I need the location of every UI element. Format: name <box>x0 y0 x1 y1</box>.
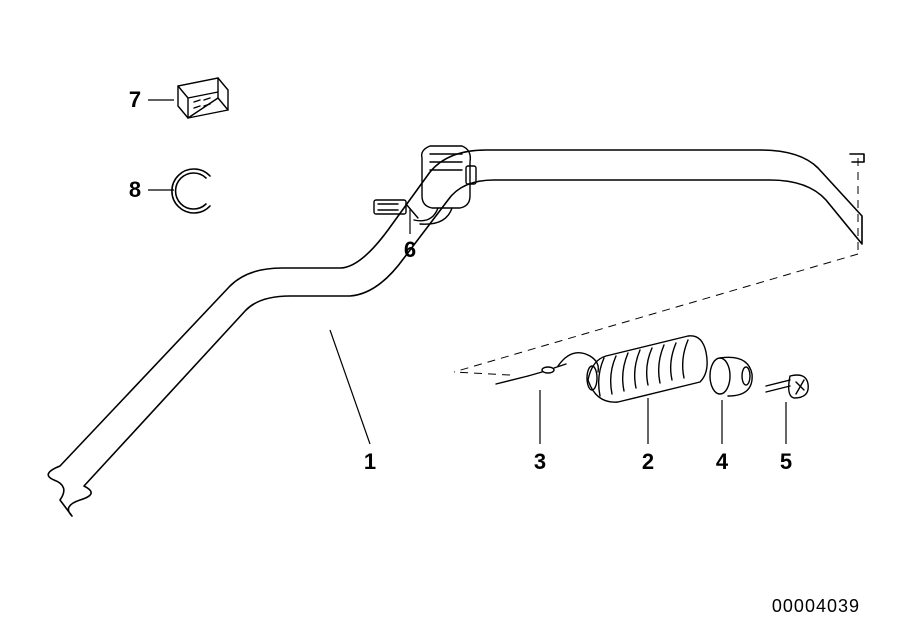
callout-7: 7 <box>129 87 141 113</box>
part-6-switch <box>374 146 476 224</box>
leader-line <box>330 330 370 444</box>
part-5-screw <box>766 375 808 398</box>
dash-line <box>454 372 510 375</box>
handlebar-slot <box>850 154 864 162</box>
callout-3: 3 <box>534 449 546 475</box>
part-4-grommet <box>710 357 752 396</box>
callout-8: 8 <box>129 177 141 203</box>
dash-line <box>454 254 858 372</box>
callout-4: 4 <box>716 449 728 475</box>
callout-2: 2 <box>642 449 654 475</box>
part-8-clip <box>172 169 210 213</box>
part-7-connector <box>178 78 228 118</box>
part-3-pin <box>496 353 598 384</box>
construction-lines <box>454 158 858 375</box>
callout-6: 6 <box>404 237 416 263</box>
callout-1: 1 <box>364 449 376 475</box>
document-id: 00004039 <box>772 596 860 617</box>
handlebar-outer <box>48 150 862 516</box>
diagram-canvas: { "doc_id": "00004039", "callouts": [ { … <box>0 0 900 635</box>
callout-5: 5 <box>780 449 792 475</box>
part-2-bellows <box>587 336 707 402</box>
